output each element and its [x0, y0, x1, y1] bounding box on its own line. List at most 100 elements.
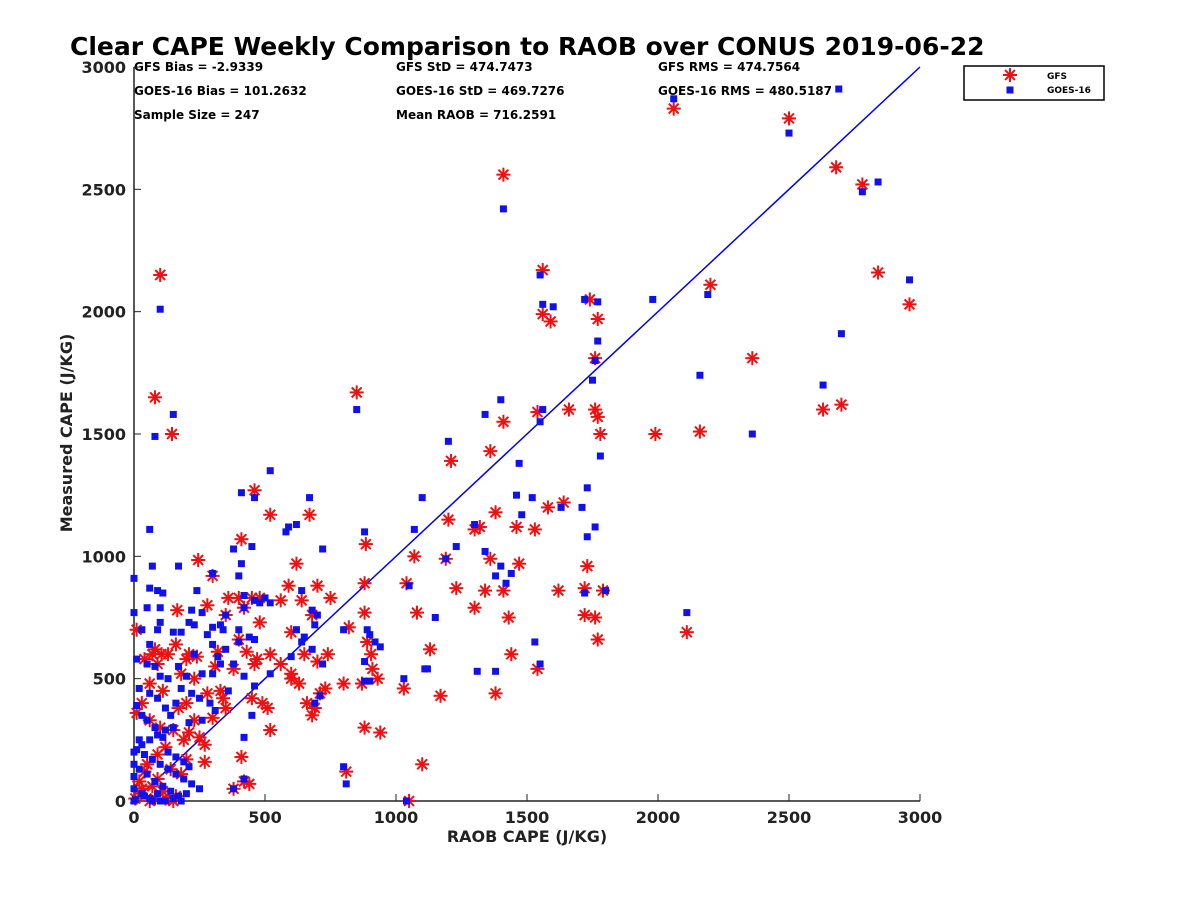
goes16-point	[209, 623, 217, 631]
goes16-point	[156, 760, 164, 768]
goes16-point	[230, 785, 238, 793]
goes16-point	[164, 765, 172, 773]
goes16-point	[371, 638, 379, 646]
goes16-point	[151, 432, 159, 440]
goes16-point	[148, 797, 156, 805]
goes16-point	[154, 694, 162, 702]
gfs-legend-symbol	[1003, 68, 1017, 82]
goes16-point	[366, 677, 374, 685]
goes16-point	[515, 459, 523, 467]
goes16-point	[594, 337, 602, 345]
goes16-point	[431, 614, 439, 621]
goes16-point	[135, 765, 143, 773]
goes16-point	[499, 205, 507, 213]
goes16-point	[583, 484, 591, 492]
goes16-point	[159, 782, 167, 790]
gfs-point	[441, 512, 456, 527]
goes16-point	[161, 704, 169, 712]
goes16-point	[906, 276, 914, 284]
gfs-point	[365, 661, 380, 676]
goes16-point	[143, 660, 151, 668]
goes16-point	[143, 716, 151, 724]
gfs-point	[679, 625, 694, 640]
goes16-point	[154, 587, 162, 595]
legend: GFS GOES-16	[963, 65, 1105, 101]
goes16-point	[164, 748, 172, 756]
goes16-point	[308, 606, 316, 614]
goes16-point	[528, 494, 536, 502]
goes16-point	[785, 129, 793, 137]
goes16-point	[282, 528, 290, 536]
gfs-point	[902, 297, 917, 312]
goes16-point	[507, 569, 515, 577]
gfs-point	[147, 390, 162, 405]
goes16-point	[209, 569, 217, 577]
goes16-point	[169, 628, 177, 636]
goes16-point	[497, 562, 505, 570]
goes16-point	[306, 494, 314, 502]
goes16-point	[159, 733, 167, 741]
goes16-point	[148, 562, 156, 570]
goes16-point	[266, 467, 274, 475]
gfs-point	[192, 730, 207, 745]
goes16-point	[167, 787, 175, 795]
goes16-point	[581, 295, 589, 303]
goes16-point	[146, 525, 154, 533]
gfs-point	[179, 652, 194, 667]
goes16-point	[130, 773, 138, 781]
goes16-point	[353, 406, 361, 414]
goes16-point	[148, 755, 156, 763]
goes16-point	[185, 763, 193, 771]
stat-gfs-std: GFS StD = 474.7473	[396, 60, 533, 74]
x-tick-label: 2000	[636, 808, 681, 827]
goes16-point	[175, 662, 183, 670]
y-tick-label: 3000	[81, 58, 126, 77]
gfs-point	[349, 385, 364, 400]
goes16-point	[203, 631, 211, 639]
stat-mean-raob: Mean RAOB = 716.2591	[396, 108, 556, 122]
goes16-point	[235, 572, 243, 580]
goes16-point	[481, 410, 489, 418]
goes16-point	[216, 660, 224, 668]
goes16-point	[340, 763, 348, 771]
goes16-point	[230, 660, 238, 668]
gfs-point	[829, 160, 844, 175]
gfs-point	[281, 578, 296, 593]
gfs-point	[252, 615, 267, 630]
goes16-point	[237, 489, 245, 497]
gfs-point	[423, 642, 438, 657]
gfs-point	[577, 608, 592, 623]
y-axis-label: Measured CAPE (J/KG)	[57, 334, 76, 533]
goes16-point	[261, 594, 269, 602]
gfs-point	[294, 593, 309, 608]
stat-gfs-bias: GFS Bias = -2.9339	[134, 60, 263, 74]
gfs-point	[182, 725, 197, 740]
gfs-point	[168, 637, 183, 652]
gfs-point	[396, 681, 411, 696]
gfs-point	[488, 686, 503, 701]
goes16-point	[235, 638, 243, 646]
goes16-point	[557, 503, 565, 511]
goes16-point	[361, 677, 369, 685]
gfs-point	[234, 749, 249, 764]
gfs-point	[164, 427, 179, 441]
gfs-point	[543, 314, 558, 329]
goes16-point	[240, 775, 248, 783]
legend-box	[963, 65, 1105, 101]
gfs-point	[197, 737, 212, 752]
goes16-point	[177, 797, 185, 805]
gfs-point	[834, 397, 849, 412]
goes16-point	[151, 724, 159, 732]
goes16-point	[130, 785, 138, 793]
goes16-point	[159, 589, 167, 597]
goes16-point	[177, 628, 185, 636]
goes16-point	[156, 305, 164, 313]
gfs-point	[320, 647, 335, 662]
gfs-point	[358, 537, 373, 552]
goes16-point	[237, 560, 245, 568]
goes16-point	[214, 653, 222, 661]
gfs-point	[310, 578, 325, 593]
reference-line-layer	[133, 66, 921, 802]
stat-gfs-rms: GFS RMS = 474.7564	[658, 60, 800, 74]
